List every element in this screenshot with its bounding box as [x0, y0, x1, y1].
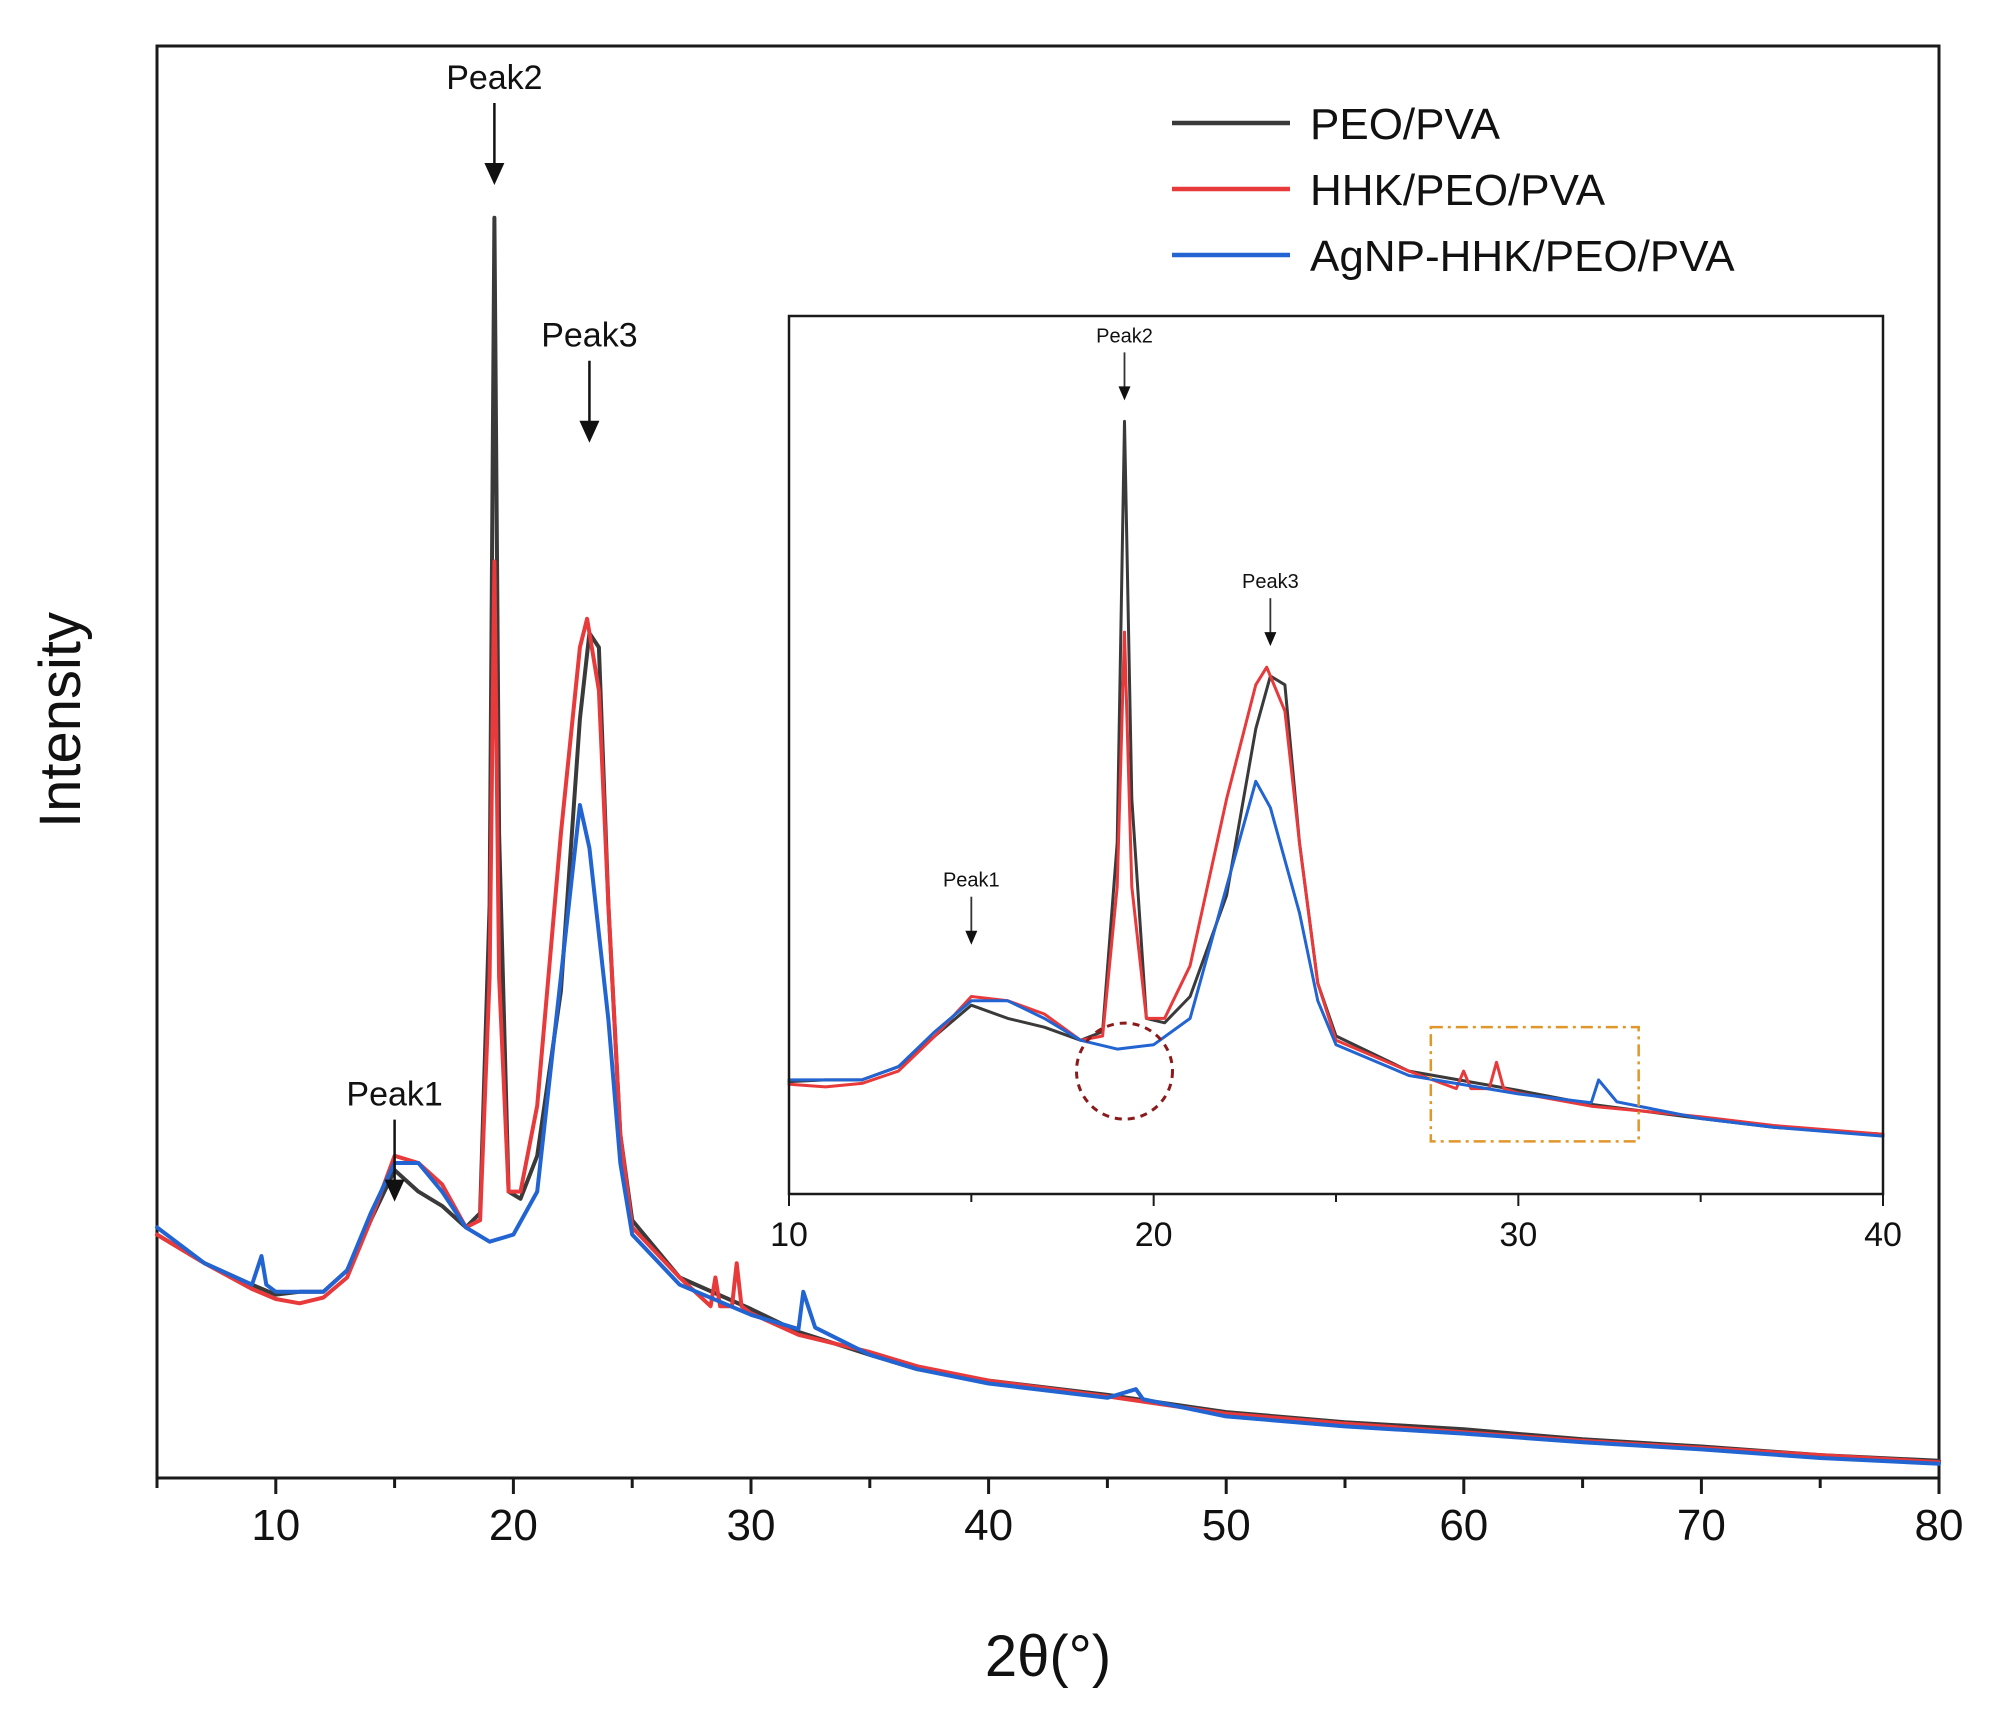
inset-peak-label-3: Peak3: [1242, 571, 1299, 593]
main-x-tick-label: 30: [727, 1501, 776, 1550]
main-series-agnp-hhk-peo-pva: [155, 803, 1941, 1466]
main-x-tick-label: 50: [1202, 1501, 1251, 1550]
main-x-tick-label: 40: [964, 1501, 1013, 1550]
inset-x-tick-label: 10: [770, 1216, 808, 1254]
inset-peak-label-2: Peak2: [1096, 325, 1153, 347]
main-x-tick-label: 20: [489, 1501, 538, 1550]
main-x-tick-label: 80: [1915, 1501, 1964, 1550]
main-peak-arrowhead-3: [579, 420, 600, 443]
inset-peak-arrowhead-1: [965, 930, 978, 945]
inset-peak-arrowhead-3: [1264, 632, 1277, 647]
y-axis-label: Intensity: [28, 612, 93, 828]
inset-peak-annotations: Peak1 Peak2 Peak3: [943, 325, 1299, 945]
main-peak-annotations: Peak1 Peak2 Peak3: [346, 59, 638, 1202]
main-plot-frame: [155, 44, 1941, 1480]
inset-series-group: [787, 419, 1885, 1138]
inset-x-ticks: 10 20 30 40: [770, 1194, 1902, 1254]
inset-peak-arrowhead-2: [1118, 386, 1131, 401]
inset-series-peo-pva: [787, 419, 1885, 1136]
inset-x-tick-label: 30: [1499, 1216, 1537, 1254]
main-peak-arrowhead-1: [384, 1179, 405, 1202]
inset-x-tick-label: 20: [1135, 1216, 1173, 1254]
legend-label-agnp-hhk-peo-pva: AgNP-HHK/PEO/PVA: [1310, 232, 1735, 281]
inset-series-agnp-hhk-peo-pva: [787, 779, 1885, 1138]
main-x-tick-label: 10: [251, 1501, 300, 1550]
inset-highlight-circle: [1074, 1021, 1174, 1121]
main-peak-label-3: Peak3: [541, 317, 637, 355]
inset-highlight-box: [1429, 1025, 1640, 1143]
inset-plot: 10 20 30 40 Peak1 Peak2 Peak3: [770, 314, 1902, 1254]
inset-peak-label-1: Peak1: [943, 870, 1000, 892]
legend-label-hhk-peo-pva: HHK/PEO/PVA: [1310, 166, 1606, 215]
legend: PEO/PVA HHK/PEO/PVA AgNP-HHK/PEO/PVA: [1172, 100, 1735, 281]
main-peak-arrowhead-2: [484, 162, 505, 185]
inset-x-tick-label: 40: [1864, 1216, 1902, 1254]
main-x-tick-label: 60: [1439, 1501, 1488, 1550]
inset-highlights: [1074, 1021, 1640, 1143]
main-peak-label-1: Peak1: [346, 1076, 442, 1114]
main-x-ticks: 10 20 30 40 50 60 70 80: [155, 1478, 1964, 1550]
main-peak-label-2: Peak2: [446, 59, 542, 97]
x-axis-label: 2θ(°): [985, 1624, 1111, 1689]
main-series-group: [155, 215, 1941, 1466]
legend-label-peo-pva: PEO/PVA: [1310, 100, 1501, 149]
main-x-tick-label: 70: [1677, 1501, 1726, 1550]
inset-background: [789, 316, 1883, 1194]
